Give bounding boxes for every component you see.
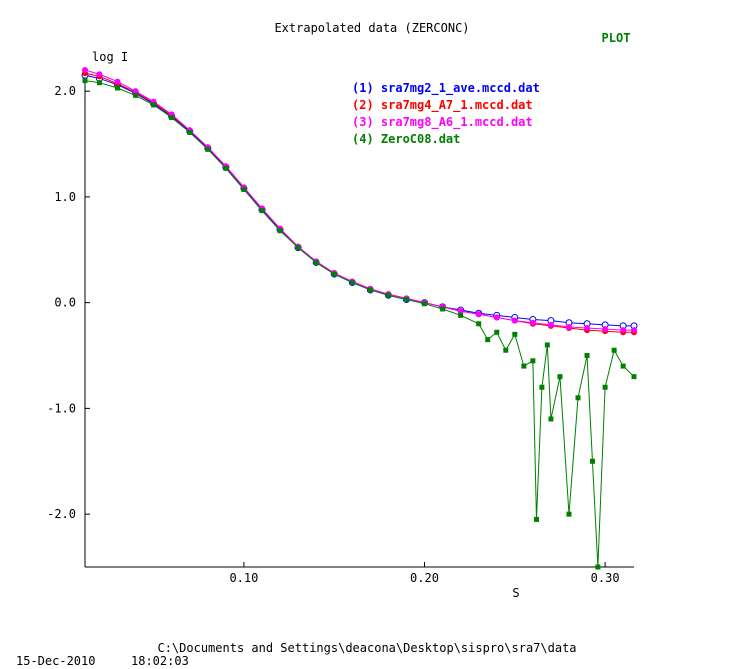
x-axis-label: S	[512, 586, 519, 600]
data-point	[115, 85, 121, 91]
series-line	[84, 69, 634, 331]
y-tick-label: 0.0	[54, 296, 76, 310]
data-point	[349, 280, 355, 286]
data-point	[440, 306, 446, 312]
data-point	[620, 327, 627, 334]
data-point	[530, 358, 536, 364]
legend: (1) sra7mg2_1_ave.mccd.dat (2) sra7mg4_A7…	[352, 81, 540, 146]
data-point	[223, 165, 229, 171]
data-point	[133, 92, 139, 98]
data-point	[96, 71, 103, 78]
y-tick-label: 2.0	[54, 84, 76, 98]
data-point	[557, 374, 563, 380]
data-point	[132, 88, 139, 95]
data-point	[403, 296, 409, 302]
data-point	[295, 245, 301, 251]
data-point	[96, 80, 102, 86]
data-point	[151, 102, 157, 108]
data-point	[521, 363, 527, 369]
data-point	[533, 516, 539, 522]
data-point	[476, 321, 482, 327]
data-point	[313, 259, 319, 265]
data-point	[611, 347, 617, 353]
data-point	[205, 146, 211, 152]
x-tick-label: 0.10	[229, 571, 258, 585]
data-point	[589, 458, 595, 464]
data-point	[595, 564, 601, 570]
data-point	[548, 416, 554, 422]
data-point	[544, 342, 550, 348]
data-point	[493, 314, 500, 321]
legend-entry-3: (3) sra7mg8_A6_1.mccd.dat	[352, 115, 533, 130]
data-point	[241, 186, 247, 192]
data-point	[584, 325, 591, 332]
data-point	[620, 363, 626, 369]
footer-date: 15-Dec-2010	[16, 654, 95, 668]
data-point	[547, 321, 554, 328]
footer-time: 18:02:03	[131, 654, 189, 668]
data-point	[457, 308, 464, 315]
series-line	[84, 72, 634, 333]
legend-entry-2: (2) sra7mg4_A7_1.mccd.dat	[352, 98, 533, 113]
chart-title: Extrapolated data (ZERCONC)	[274, 21, 469, 35]
data-point	[475, 311, 482, 318]
data-point	[458, 312, 464, 318]
x-tick-label: 0.20	[410, 571, 439, 585]
data-point	[259, 208, 265, 214]
data-point	[631, 374, 637, 380]
y-tick-label: -2.0	[47, 507, 76, 521]
x-tick-label: 0.30	[591, 571, 620, 585]
data-point	[169, 115, 175, 121]
legend-entry-4: (4) ZeroC08.dat	[352, 132, 460, 146]
axes: 0.10 0.20 0.30 2.0 1.0 0.0 -1.0 -2.0	[47, 70, 634, 585]
data-point	[512, 331, 518, 337]
data-point	[602, 326, 609, 333]
data-point	[511, 317, 518, 324]
plot-tag: PLOT	[602, 31, 631, 45]
data-point	[187, 129, 193, 135]
data-point	[529, 319, 536, 326]
data-point	[277, 228, 283, 234]
data-point	[584, 353, 590, 359]
data-point	[566, 511, 572, 517]
data-point	[82, 67, 88, 73]
y-tick-label: -1.0	[47, 401, 76, 415]
data-point	[602, 384, 608, 390]
data-point	[631, 327, 637, 334]
data-point	[485, 337, 491, 343]
series-layer	[81, 67, 638, 570]
data-point	[367, 287, 373, 293]
data-point	[331, 271, 337, 277]
data-point	[114, 78, 121, 85]
data-point	[422, 301, 428, 307]
data-point	[385, 292, 391, 298]
data-point	[494, 329, 500, 335]
data-point	[82, 78, 88, 84]
data-point	[565, 323, 572, 330]
data-point	[575, 395, 581, 401]
y-tick-label: 1.0	[54, 190, 76, 204]
footer-path: C:\Documents and Settings\deacona\Deskto…	[157, 641, 576, 655]
series-4	[82, 78, 637, 570]
legend-entry-1: (1) sra7mg2_1_ave.mccd.dat	[352, 81, 540, 96]
data-point	[503, 347, 509, 353]
y-axis-label: log I	[92, 50, 128, 64]
data-point	[539, 384, 545, 390]
